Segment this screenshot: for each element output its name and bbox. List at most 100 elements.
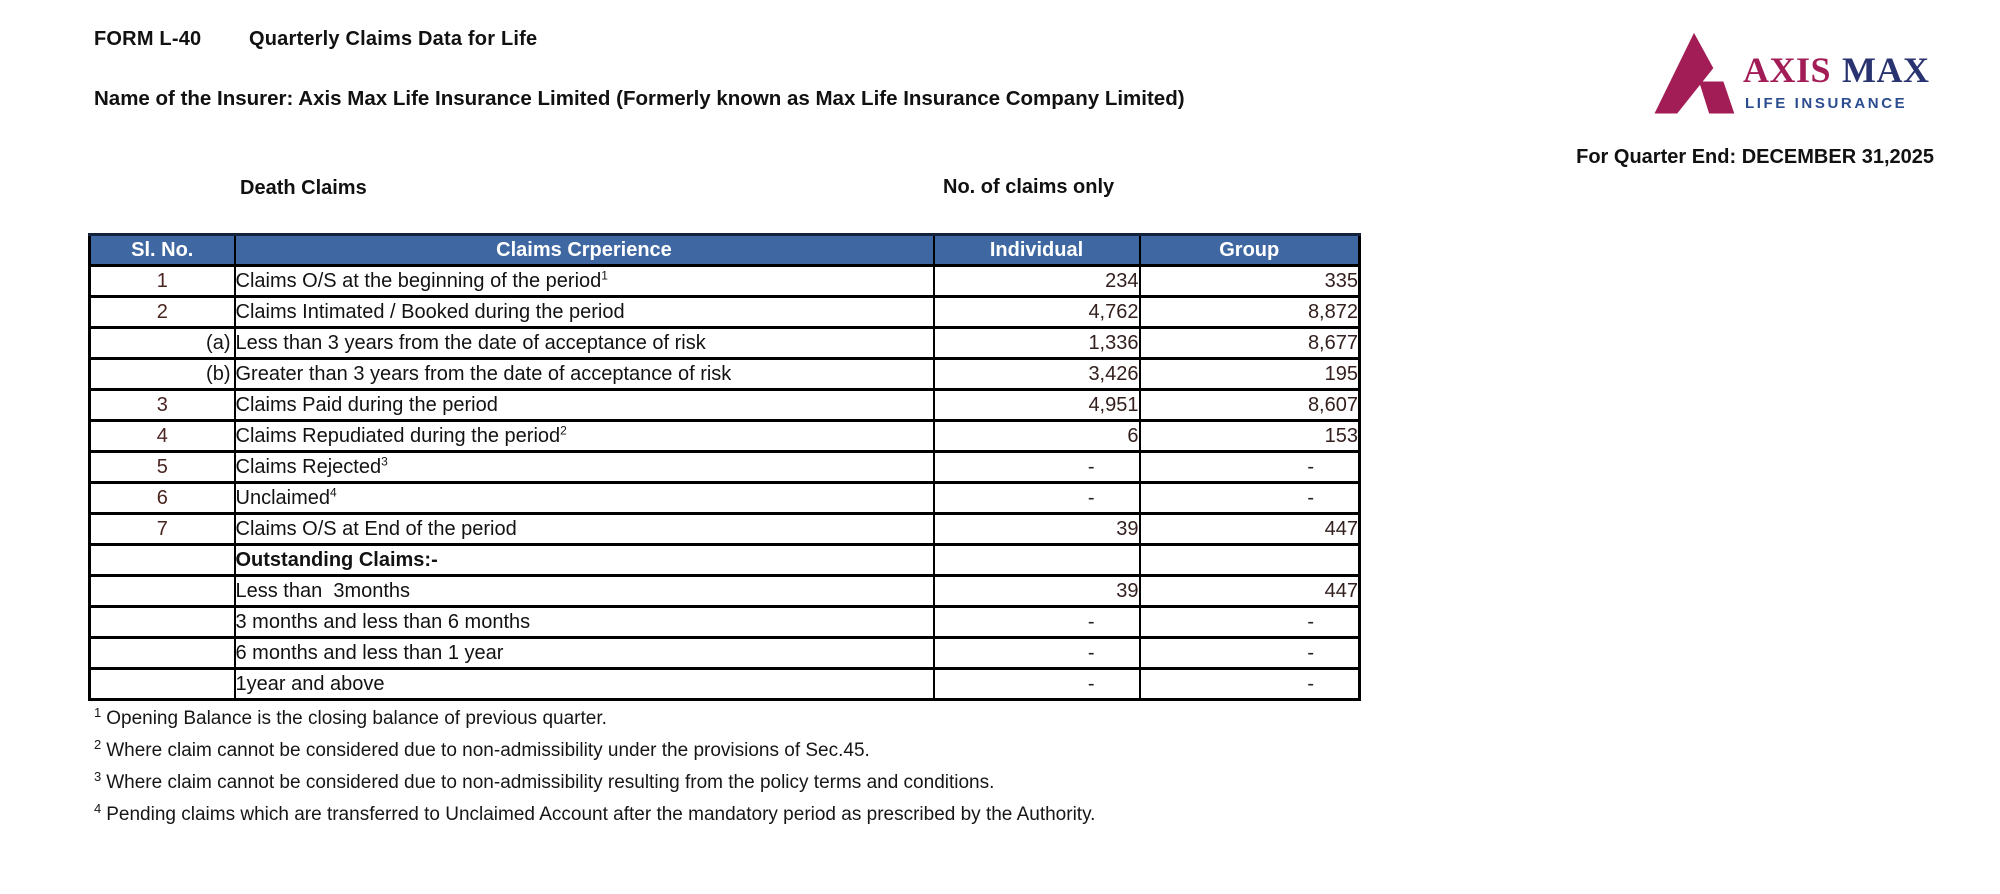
individual-cell: - (932, 605, 1141, 639)
axis-max-logo: AXIS MAX LIFE INSURANCE (1652, 30, 1930, 118)
group-cell: - (1138, 605, 1361, 639)
individual-cell: - (932, 636, 1141, 670)
death-claims-label: Death Claims (240, 177, 367, 199)
table-row: 7 Claims O/S at End of the period 39 447 (88, 512, 1361, 546)
form-title: Quarterly Claims Data for Life (249, 28, 538, 50)
claims-experience-cell: Less than 3 years from the date of accep… (233, 326, 935, 360)
claims-experience-cell: Less than 3months (233, 574, 935, 608)
sl-no-cell: (b) (88, 357, 236, 391)
sl-no-cell: (a) (88, 326, 236, 360)
sl-no-cell (88, 574, 236, 608)
individual-cell: - (932, 667, 1141, 701)
sl-no-cell: 4 (88, 419, 236, 453)
group-cell: 8,872 (1138, 295, 1361, 329)
brand-subtitle: LIFE INSURANCE (1745, 95, 1908, 112)
group-cell: 195 (1138, 357, 1361, 391)
group-cell: - (1138, 636, 1361, 670)
table-row: 2 Claims Intimated / Booked during the pe… (88, 295, 1361, 329)
sl-no-cell: 7 (88, 512, 236, 546)
claims-experience-cell: Greater than 3 years from the date of ac… (233, 357, 935, 391)
form-code: FORM L-40 (94, 28, 202, 50)
col-group: Group (1138, 233, 1361, 267)
table-row: Outstanding Claims:- (88, 543, 1361, 577)
sl-no-cell: 5 (88, 450, 236, 484)
table-row: Less than 3months 39 447 (88, 574, 1361, 608)
footnote-line: 1 Opening Balance is the closing balance … (94, 704, 607, 729)
brand-axis-word: AXIS (1743, 50, 1832, 90)
no-of-claims-only-label: No. of claims only (943, 176, 1115, 198)
sl-no-cell (88, 543, 236, 577)
table-row: 6 Unclaimed4- - (88, 481, 1361, 515)
claims-experience-cell: 1year and above (233, 667, 935, 701)
insurer-name-line: Name of the Insurer: Axis Max Life Insur… (94, 87, 1185, 110)
claims-experience-cell: Claims Repudiated during the period2 (233, 419, 935, 453)
table-row: 1year and above - - (88, 667, 1361, 701)
claims-experience-cell: 6 months and less than 1 year (233, 636, 935, 670)
footnote-line: 3 Where claim cannot be considered due to… (94, 768, 995, 793)
table-row: (b) Greater than 3 years from the date of… (88, 357, 1361, 391)
table-row: 3 Claims Paid during the period 4,951 8,607 (88, 388, 1361, 422)
table-row: 1 Claims O/S at the beginning of the peri… (88, 264, 1361, 298)
claims-experience-cell: Outstanding Claims:- (233, 543, 935, 577)
group-cell: - (1138, 450, 1361, 484)
footnote-marker: 3 (94, 768, 102, 784)
group-cell: 8,607 (1138, 388, 1361, 422)
table-row: 4 Claims Repudiated during the period2 6 15… (88, 419, 1361, 453)
sl-no-cell (88, 636, 236, 670)
individual-cell: 3,426 (932, 357, 1141, 391)
logo-text-block: AXIS MAX LIFE INSURANCE (1743, 30, 1930, 112)
group-cell: - (1138, 667, 1361, 701)
individual-cell: - (932, 481, 1141, 515)
sl-no-cell (88, 667, 236, 701)
group-cell: 153 (1138, 419, 1361, 453)
individual-cell: 4,762 (932, 295, 1141, 329)
brand-name: AXIS MAX (1743, 52, 1930, 88)
header-row: Sl. No. Claims Crperience Individual Gro… (88, 233, 1361, 267)
group-cell: 447 (1138, 574, 1361, 608)
quarter-end-label: For Quarter End: DECEMBER 31,2025 (1576, 146, 1934, 168)
individual-cell: - (932, 450, 1141, 484)
sl-no-cell: 2 (88, 295, 236, 329)
table-row: (a) Less than 3 years from the date of ac… (88, 326, 1361, 360)
group-cell: 8,677 (1138, 326, 1361, 360)
claims-table-body: 1 Claims O/S at the beginning of the peri… (88, 264, 1361, 701)
claims-experience-cell: Claims O/S at the beginning of the perio… (233, 264, 935, 298)
claims-table: Sl. No. Claims Crperience Individual Gro… (88, 233, 1361, 701)
sl-no-cell: 3 (88, 388, 236, 422)
brand-max-word: MAX (1842, 50, 1930, 90)
sl-no-cell: 6 (88, 481, 236, 515)
individual-cell: 39 (932, 512, 1141, 546)
table-row: 5 Claims Rejected3- - (88, 450, 1361, 484)
claims-experience-cell: Claims Paid during the period (233, 388, 935, 422)
footnote-line: 4 Pending claims which are transferred to… (94, 800, 1096, 825)
claims-experience-cell: 3 months and less than 6 months (233, 605, 935, 639)
col-individual: Individual (932, 233, 1141, 267)
individual-cell: 1,336 (932, 326, 1141, 360)
sl-no-cell (88, 605, 236, 639)
group-cell: 447 (1138, 512, 1361, 546)
individual-cell: 6 (932, 419, 1141, 453)
group-cell: - (1138, 481, 1361, 515)
claims-experience-cell: Claims Rejected3 (233, 450, 935, 484)
individual-cell: 39 (932, 574, 1141, 608)
footnote-marker: 1 (94, 704, 102, 720)
individual-cell (932, 543, 1141, 577)
claims-experience-cell: Claims Intimated / Booked during the per… (233, 295, 935, 329)
col-claims-experience: Claims Crperience (233, 233, 935, 267)
footnote-line: 2 Where claim cannot be considered due to… (94, 736, 870, 761)
table-row: 6 months and less than 1 year - - (88, 636, 1361, 670)
claims-experience-cell: Claims O/S at End of the period (233, 512, 935, 546)
individual-cell: 4,951 (932, 388, 1141, 422)
individual-cell: 234 (932, 264, 1141, 298)
footnotes: 1 Opening Balance is the closing balance … (94, 704, 1096, 836)
claims-experience-cell: Unclaimed4 (233, 481, 935, 515)
claims-table-header: Sl. No. Claims Crperience Individual Gro… (88, 233, 1361, 267)
table-row: 3 months and less than 6 months - - (88, 605, 1361, 639)
group-cell: 335 (1138, 264, 1361, 298)
sl-no-cell: 1 (88, 264, 236, 298)
footnote-marker: 2 (94, 736, 102, 752)
group-cell (1138, 543, 1361, 577)
axis-a-mark-icon (1652, 30, 1736, 118)
footnote-marker: 4 (94, 800, 102, 816)
